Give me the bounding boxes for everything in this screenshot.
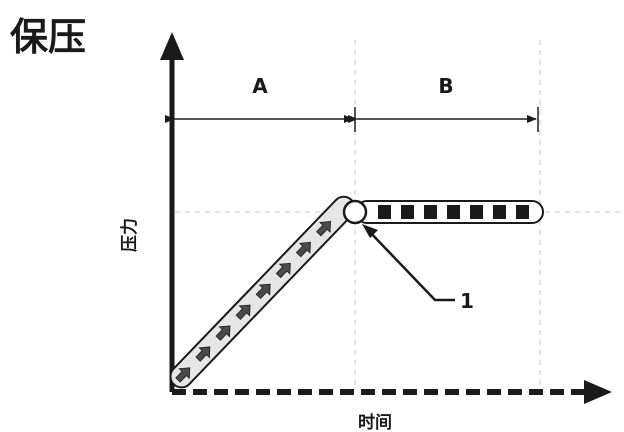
x-axis-arrow-icon (584, 380, 612, 404)
square-icon (470, 205, 483, 219)
hold-block-icons (378, 205, 529, 219)
square-icon (401, 205, 414, 219)
callout-1: 1 (362, 224, 474, 313)
phase-b-label: B (438, 74, 453, 98)
callout-label: 1 (460, 289, 474, 313)
right-arrow-icon (316, 221, 331, 237)
square-icon (493, 205, 506, 219)
phase-a-dimension (165, 107, 354, 132)
diagram-title: 保压 (10, 14, 86, 59)
square-icon (424, 205, 437, 219)
square-icon (516, 205, 529, 219)
right-arrow-icon (235, 304, 251, 320)
right-arrow-icon (195, 346, 211, 362)
phase-a-label: A (252, 74, 268, 98)
y-axis-arrow-icon (160, 32, 184, 60)
phase-b-dimension (348, 107, 539, 132)
square-icon (378, 205, 391, 219)
y-axis (160, 32, 184, 392)
right-arrow-icon (175, 367, 191, 383)
callout-arrow-icon (362, 224, 378, 238)
right-arrow-icon (255, 283, 271, 300)
x-axis-label: 时间 (358, 412, 392, 432)
right-arrow-icon (215, 325, 231, 341)
switchover-point-circle (342, 199, 368, 225)
ramp-segment (169, 195, 356, 389)
y-axis-label: 压力 (119, 218, 140, 252)
ramp-arrow-icons (175, 221, 331, 383)
x-axis (172, 380, 612, 404)
hold-segment (355, 200, 544, 224)
right-arrow-icon (295, 241, 311, 258)
right-arrow-icon (275, 262, 291, 279)
square-icon (447, 205, 460, 219)
